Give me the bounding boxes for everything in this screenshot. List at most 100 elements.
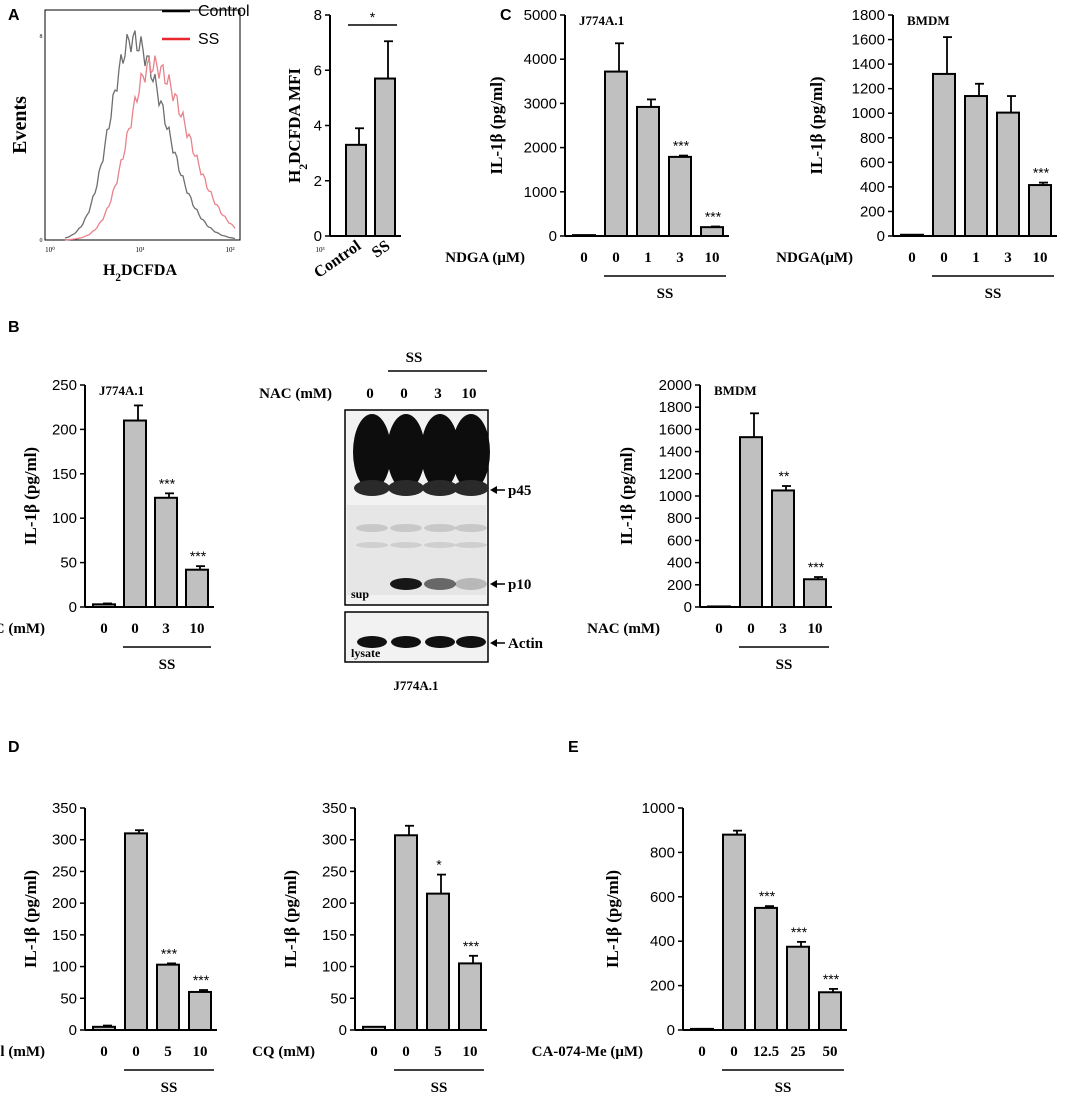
y-tick-label: 200 (322, 895, 347, 912)
bar (722, 833, 746, 1032)
bar (154, 496, 178, 608)
treatment-label: NDGA (μM) (445, 250, 525, 266)
chart-title: BMDM (714, 383, 757, 398)
significance-label: *** (791, 924, 808, 940)
histogram-xtick: 10³ (315, 246, 324, 254)
group-label: SS (161, 1080, 178, 1093)
histogram-xlabel-main: H (103, 262, 116, 279)
panel-letter-e: E (568, 739, 579, 756)
p10-label: p10 (508, 577, 531, 593)
treatment-label: NAC (mM) (0, 621, 45, 637)
category-label: 10 (190, 621, 205, 637)
category-label: 0 (131, 621, 139, 637)
category-label: 0 (580, 250, 588, 266)
blot-lane-label: 3 (434, 386, 442, 402)
group-label: SS (776, 657, 793, 673)
category-label: 0 (402, 1044, 410, 1060)
significance-label: *** (673, 138, 690, 154)
band-p45 (452, 414, 490, 490)
category-label: 0 (132, 1044, 140, 1060)
bar (771, 489, 795, 609)
blot-lysate-label: lysate (351, 646, 381, 660)
bar (754, 906, 778, 1032)
significance-label: *** (161, 945, 178, 961)
y-tick-label: 1800 (659, 399, 692, 416)
y-tick-label: 1000 (524, 184, 557, 201)
y-axis-label: IL-1β (pg/ml) (807, 76, 826, 174)
y-axis-label: IL-1β (pg/ml) (487, 76, 506, 174)
bar (374, 77, 396, 237)
treatment-label: NAC (mM) (587, 621, 660, 637)
y-tick-label: 250 (322, 863, 347, 880)
y-tick-label: 1000 (642, 800, 675, 817)
significance-label: *** (823, 971, 840, 987)
y-axis-label-rest: DCFDA MFI (285, 68, 304, 164)
y-tick-label: 800 (650, 844, 675, 861)
y-tick-label: 2 (314, 173, 322, 190)
category-label: 3 (162, 621, 170, 637)
group-label: SS (431, 1080, 448, 1093)
blot-cell-line: J774A.1 (393, 678, 438, 693)
p10-arrowhead (490, 580, 497, 588)
y-tick-label: 1600 (659, 421, 692, 438)
y-tick-label: 1800 (852, 7, 885, 24)
histogram-frame (44, 9, 241, 241)
bar (394, 834, 418, 1031)
significance-label: *** (193, 972, 210, 988)
bar (362, 1025, 386, 1032)
chart-title: J774A.1 (579, 13, 624, 28)
band-p45-lower (354, 480, 390, 496)
band-p45-lower (422, 480, 458, 496)
treatment-label: CQ (mM) (252, 1044, 315, 1060)
band-actin (425, 636, 455, 648)
y-tick-label: 0 (314, 228, 322, 245)
actin-label: Actin (508, 636, 544, 652)
y-tick-label: 300 (322, 832, 347, 849)
category-label: 3 (1004, 250, 1012, 266)
y-tick-label: 2000 (524, 140, 557, 157)
bar (707, 605, 731, 609)
y-axis-label-sub: 2 (296, 164, 310, 170)
panel-letter-c: C (500, 7, 512, 24)
band-p45 (353, 414, 391, 490)
y-tick-label: 800 (667, 510, 692, 527)
y-tick-label: 1600 (852, 32, 885, 49)
y-tick-label: 100 (322, 959, 347, 976)
panel-letter-d: D (8, 739, 20, 756)
y-axis-label: IL-1β (pg/ml) (21, 870, 40, 968)
y-tick-label: 350 (52, 800, 77, 817)
y-tick-label: 200 (860, 203, 885, 220)
blot-sup-label: sup (351, 587, 369, 601)
y-tick-label: 400 (650, 933, 675, 950)
y-tick-label: 5000 (524, 7, 557, 24)
y-tick-label: 0 (549, 228, 557, 245)
y-tick-label: 100 (52, 510, 77, 527)
bar (739, 436, 763, 609)
y-tick-label: 300 (52, 832, 77, 849)
y-tick-label: 200 (52, 421, 77, 438)
category-label: 10 (463, 1044, 478, 1060)
y-tick-label: 600 (860, 154, 885, 171)
bar (900, 233, 924, 237)
y-axis-label: H2DCFDA MFI (285, 68, 310, 183)
y-tick-label: 8 (314, 7, 322, 24)
y-tick-label: 400 (860, 179, 885, 196)
band-p45-lower (453, 480, 489, 496)
group-label: SS (775, 1080, 792, 1093)
bar (690, 1027, 714, 1032)
y-tick-label: 1000 (852, 105, 885, 122)
y-axis-label: IL-1β (pg/ml) (21, 447, 40, 545)
significance-label: *** (1033, 165, 1050, 181)
bar (803, 578, 827, 608)
category-label: 5 (164, 1044, 172, 1060)
y-tick-label: 6 (314, 62, 322, 79)
band-faint (356, 524, 388, 532)
bar (572, 234, 596, 237)
histogram-xlabel-rest: DCFDA (121, 262, 177, 279)
y-tick-label: 1200 (659, 466, 692, 483)
bar (156, 963, 180, 1032)
